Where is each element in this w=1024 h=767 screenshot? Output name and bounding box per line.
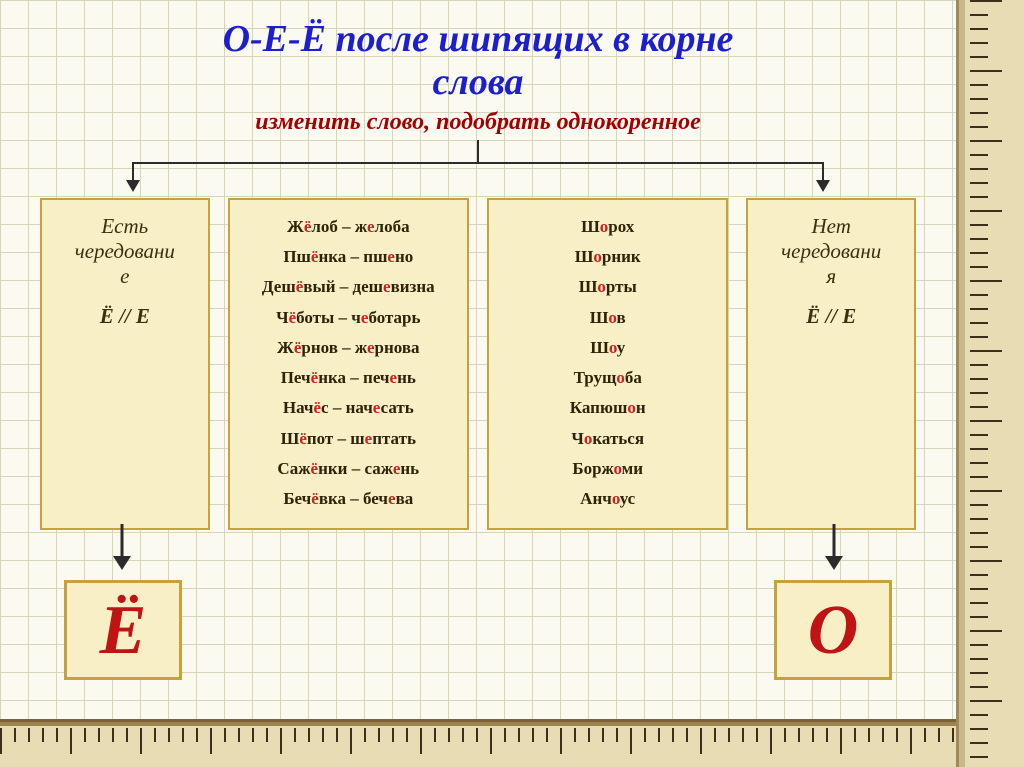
rule-left-line2: чередовани <box>48 239 202 264</box>
example-item: Сажёнки – сажень <box>236 454 461 484</box>
ruler-horizontal <box>0 719 1024 767</box>
title-block: О-Е-Ё после шипящих в корне слова измени… <box>0 18 956 136</box>
title-subtitle: изменить слово, подобрать однокоренное <box>0 109 956 136</box>
example-item: Капюшон <box>495 393 720 423</box>
example-item: Жёрнов – жернова <box>236 333 461 363</box>
example-item: Жёлоб – желоба <box>236 212 461 242</box>
example-item: Пшёнка – пшено <box>236 242 461 272</box>
rule-right-line2: чередовани <box>754 239 908 264</box>
result-row: Ё О <box>0 580 956 680</box>
rule-left-line3: е <box>48 264 202 289</box>
arrow-down-icon <box>816 180 830 192</box>
example-item: Шорты <box>495 272 720 302</box>
result-arrows <box>0 530 956 580</box>
examples-box-left: Жёлоб – желобаПшёнка – пшеноДешёвый – де… <box>228 198 469 531</box>
example-item: Чёботы – чеботарь <box>236 303 461 333</box>
rule-box-left: Есть чередовани е Ё // Е <box>40 198 210 531</box>
rule-left-line1: Есть <box>48 214 202 239</box>
title-line-2: слова <box>0 61 956 104</box>
result-letter-right: О <box>774 580 892 680</box>
example-item: Анчоус <box>495 484 720 514</box>
arrow-down-icon <box>814 530 854 580</box>
example-item: Шёпот – шептать <box>236 424 461 454</box>
content-row: Есть чередовани е Ё // Е Жёлоб – желобаП… <box>0 198 956 531</box>
diagram-stage: О-Е-Ё после шипящих в корне слова измени… <box>0 0 956 719</box>
example-item: Шорник <box>495 242 720 272</box>
example-item: Боржоми <box>495 454 720 484</box>
branch-connector <box>70 140 886 198</box>
example-item: Чокаться <box>495 424 720 454</box>
arrow-down-icon <box>102 530 142 580</box>
example-item: Бечёвка – бечева <box>236 484 461 514</box>
example-item: Шоу <box>495 333 720 363</box>
example-item: Начёс – начесать <box>236 393 461 423</box>
rule-right-line3: я <box>754 264 908 289</box>
example-item: Печёнка – печень <box>236 363 461 393</box>
rule-box-right: Нет чередовани я Ё // Е <box>746 198 916 531</box>
rule-left-alt: Ё // Е <box>48 304 202 329</box>
example-item: Шов <box>495 303 720 333</box>
ruler-vertical <box>956 0 1024 767</box>
example-item: Шорох <box>495 212 720 242</box>
title-line-1: О-Е-Ё после шипящих в корне <box>0 18 956 61</box>
arrow-down-icon <box>126 180 140 192</box>
rule-right-alt: Ё // Е <box>754 304 908 329</box>
examples-box-right: ШорохШорникШортыШовШоуТрущобаКапюшонЧока… <box>487 198 728 531</box>
example-item: Дешёвый – дешевизна <box>236 272 461 302</box>
result-letter-left: Ё <box>64 580 182 680</box>
rule-right-line1: Нет <box>754 214 908 239</box>
example-item: Трущоба <box>495 363 720 393</box>
